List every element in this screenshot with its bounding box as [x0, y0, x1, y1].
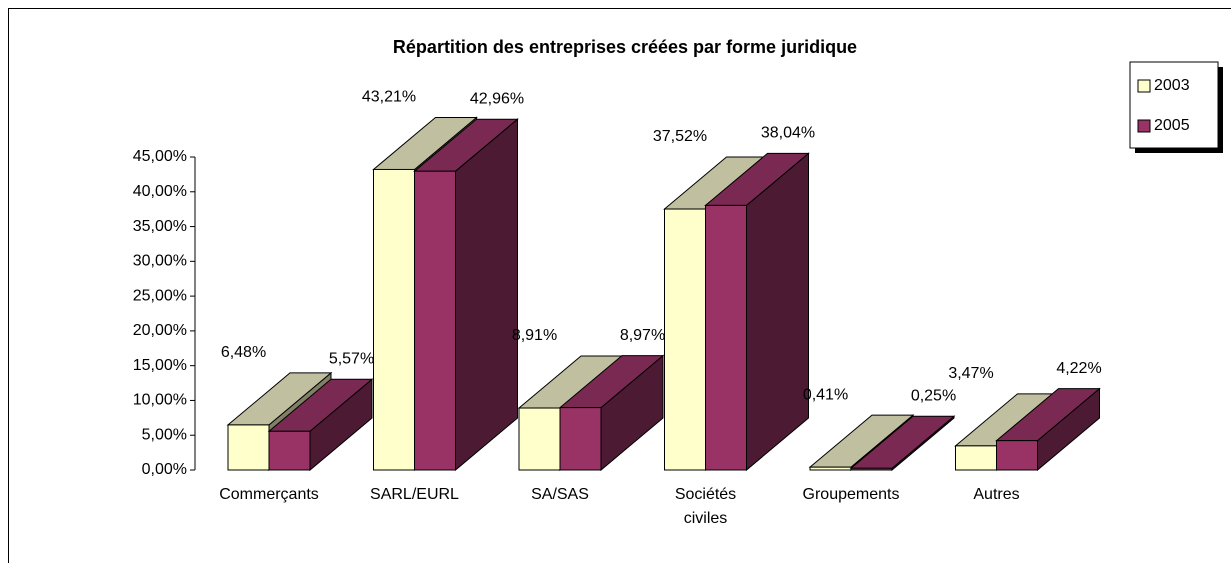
- bar: [995, 387, 1101, 472]
- value-label: 43,21%: [362, 89, 416, 106]
- y-tick-label: 45,00%: [133, 148, 187, 165]
- x-tick-label: Groupements: [803, 486, 900, 503]
- bar-front: [518, 407, 561, 471]
- x-tick-label: Sociétés civiles: [675, 486, 736, 527]
- y-tick-label: 10,00%: [133, 392, 187, 409]
- value-label: 4,22%: [1056, 360, 1101, 377]
- legend-swatch: [1137, 119, 1151, 133]
- x-tick-label: Autres: [973, 486, 1019, 503]
- x-tick-label: SARL/EURL: [370, 486, 459, 503]
- chart-title: Répartition des entreprises créées par f…: [393, 37, 857, 57]
- y-tick-label: 30,00%: [133, 253, 187, 270]
- value-label: 38,04%: [761, 125, 815, 142]
- y-tick-label: 20,00%: [133, 322, 187, 339]
- bar: [849, 415, 956, 472]
- bar-front: [268, 430, 311, 471]
- y-tick-label: 40,00%: [133, 183, 187, 200]
- legend-label: 2005: [1154, 117, 1190, 134]
- bar-front: [850, 467, 893, 471]
- bar-front: [809, 466, 852, 471]
- bar: [558, 354, 665, 472]
- bar-front: [664, 208, 706, 471]
- bar-front: [227, 424, 270, 471]
- chart-border: [8, 8, 1231, 563]
- bar: [704, 152, 810, 472]
- y-tick-label: 35,00%: [133, 218, 187, 235]
- value-label: 6,48%: [221, 344, 266, 361]
- bar: [267, 378, 374, 472]
- value-label: 8,91%: [512, 327, 557, 344]
- bar: [413, 118, 519, 472]
- value-label: 42,96%: [470, 90, 524, 107]
- value-label: 37,52%: [653, 128, 707, 145]
- value-label: 3,47%: [948, 365, 993, 382]
- x-tick-label: SA/SAS: [531, 486, 589, 503]
- bar-side: [746, 152, 809, 472]
- bar-front: [559, 407, 602, 471]
- y-tick-label: 0,00%: [142, 461, 187, 478]
- legend: [1129, 61, 1219, 149]
- y-tick-label: 15,00%: [133, 357, 187, 374]
- value-label: 5,57%: [329, 350, 374, 367]
- bar-front: [996, 440, 1038, 471]
- bar-front: [414, 170, 456, 471]
- bar-front: [373, 168, 415, 471]
- bar-front: [955, 445, 997, 471]
- value-label: 8,97%: [620, 327, 665, 344]
- bar-front: [705, 204, 747, 471]
- value-label: 0,41%: [803, 386, 848, 403]
- legend-swatch: [1137, 79, 1151, 93]
- value-label: 0,25%: [911, 387, 956, 404]
- bar-side: [455, 118, 518, 472]
- y-tick-label: 25,00%: [133, 287, 187, 304]
- x-tick-label: Commerçants: [219, 486, 319, 503]
- legend-label: 2003: [1154, 77, 1190, 94]
- y-tick-label: 5,00%: [142, 426, 187, 443]
